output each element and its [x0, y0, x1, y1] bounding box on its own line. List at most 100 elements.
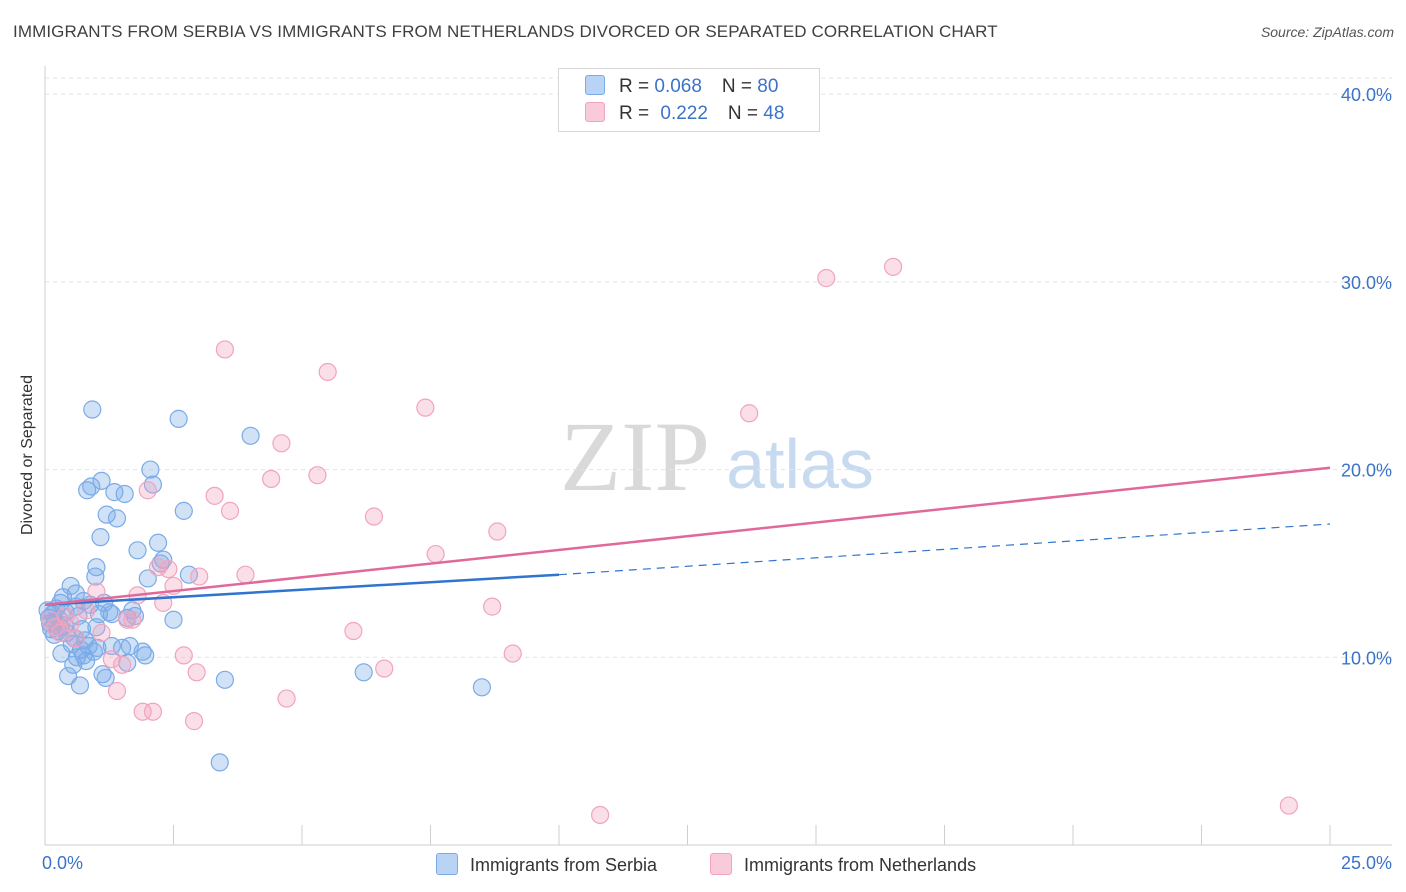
- point-netherlands: [344, 621, 363, 641]
- point-netherlands: [187, 663, 206, 682]
- point-netherlands: [375, 659, 394, 678]
- point-netherlands: [123, 610, 142, 629]
- x-tick-label-max: 25.0%: [1341, 853, 1392, 873]
- point-netherlands: [503, 644, 522, 663]
- point-serbia: [174, 501, 193, 520]
- trend-line-serbia-extension: [558, 523, 1331, 576]
- axes: [44, 66, 1392, 846]
- point-serbia: [86, 567, 105, 586]
- point-serbia: [74, 646, 93, 665]
- point-serbia: [141, 460, 160, 479]
- bottom-legend-netherlands: Immigrants from Netherlands: [710, 853, 976, 876]
- point-netherlands: [1279, 796, 1298, 815]
- point-netherlands: [174, 646, 193, 665]
- point-netherlands: [61, 614, 80, 633]
- legend-swatch-netherlands: [585, 102, 605, 122]
- point-netherlands: [143, 702, 163, 721]
- point-netherlands: [883, 257, 903, 276]
- trend-line-netherlands: [44, 466, 1331, 606]
- legend-swatch-serbia: [585, 75, 605, 95]
- tick-labels: 10.0% 20.0% 30.0% 40.0% 0.0% 25.0%: [42, 85, 1392, 873]
- point-serbia: [210, 753, 229, 772]
- point-netherlands: [488, 522, 507, 541]
- point-serbia: [72, 620, 92, 639]
- legend-r-value-netherlands: 0.222: [660, 103, 708, 124]
- point-netherlands: [159, 559, 178, 579]
- point-serbia: [115, 484, 134, 504]
- y-tick-label: 30.0%: [1341, 273, 1392, 293]
- point-serbia: [215, 670, 234, 689]
- point-serbia: [241, 426, 260, 445]
- point-netherlands: [416, 398, 435, 417]
- point-netherlands: [66, 629, 85, 648]
- point-serbia: [136, 646, 155, 665]
- watermark-zip: ZIP: [560, 401, 710, 512]
- chart-title: IMMIGRANTS FROM SERBIA VS IMMIGRANTS FRO…: [13, 22, 998, 41]
- point-netherlands: [46, 618, 65, 637]
- point-netherlands: [483, 597, 502, 616]
- bottom-legend-label-serbia: Immigrants from Serbia: [470, 855, 658, 875]
- point-netherlands: [77, 601, 96, 620]
- point-netherlands: [118, 610, 137, 629]
- y-tick-label: 40.0%: [1341, 85, 1392, 105]
- point-netherlands: [92, 623, 111, 642]
- point-serbia: [92, 471, 111, 490]
- bottom-legend-label-netherlands: Immigrants from Netherlands: [744, 855, 977, 875]
- point-netherlands: [190, 567, 209, 586]
- point-serbia: [88, 638, 107, 658]
- correlation-legend: R = 0.068 N = 80 R = 0.222 N = 48: [558, 68, 820, 132]
- point-serbia: [164, 610, 183, 629]
- series-netherlands-points: [41, 257, 1298, 825]
- y-tick-label: 20.0%: [1341, 461, 1392, 481]
- point-serbia: [87, 558, 106, 577]
- point-serbia: [148, 533, 168, 552]
- point-serbia: [82, 477, 101, 496]
- legend-r-label: R =: [619, 76, 655, 97]
- y-tick-label: 10.0%: [1341, 648, 1392, 668]
- point-netherlands: [318, 362, 337, 382]
- point-serbia: [169, 409, 188, 428]
- series-serbia-points: [38, 400, 491, 772]
- point-serbia: [102, 636, 121, 656]
- watermark-atlas: atlas: [726, 425, 874, 503]
- point-netherlands: [308, 466, 327, 485]
- source-label: Source: ZipAtlas.com: [1260, 24, 1394, 40]
- trend-lines: [44, 466, 1331, 606]
- point-netherlands: [220, 501, 240, 520]
- point-netherlands: [138, 481, 157, 500]
- point-serbia: [102, 605, 121, 624]
- point-netherlands: [262, 469, 281, 489]
- legend-r-value-serbia: 0.068: [654, 76, 702, 97]
- point-netherlands: [133, 702, 152, 721]
- x-tick-label-min: 0.0%: [42, 853, 83, 873]
- legend-row-serbia: R = 0.068 N = 80: [585, 75, 778, 98]
- legend-row-netherlands: R = 0.222 N = 48: [585, 102, 784, 125]
- y-axis-label: Divorced or Separated: [19, 374, 36, 536]
- point-serbia: [97, 505, 116, 524]
- point-netherlands: [205, 486, 224, 505]
- legend-r-label: R =: [619, 103, 655, 124]
- point-serbia: [96, 668, 115, 688]
- point-netherlands: [112, 655, 132, 674]
- point-serbia: [472, 678, 491, 697]
- point-serbia: [143, 475, 163, 494]
- point-netherlands: [740, 404, 759, 423]
- legend-n-value-netherlands: 48: [763, 103, 785, 124]
- legend-n-value-serbia: 80: [757, 76, 779, 97]
- point-serbia: [83, 400, 102, 419]
- point-netherlands: [102, 650, 121, 669]
- bottom-legend-swatch-netherlands: [710, 853, 732, 875]
- point-serbia: [70, 676, 90, 695]
- point-netherlands: [426, 544, 445, 564]
- point-netherlands: [364, 507, 384, 526]
- point-netherlands: [272, 434, 291, 453]
- point-netherlands: [215, 340, 234, 359]
- point-netherlands: [184, 712, 204, 731]
- bottom-legend-serbia: Immigrants from Serbia: [436, 853, 657, 876]
- point-serbia: [100, 603, 119, 622]
- point-netherlands: [277, 689, 296, 708]
- watermark: ZIP atlas: [560, 401, 874, 512]
- point-netherlands: [817, 269, 836, 288]
- point-serbia: [128, 541, 147, 560]
